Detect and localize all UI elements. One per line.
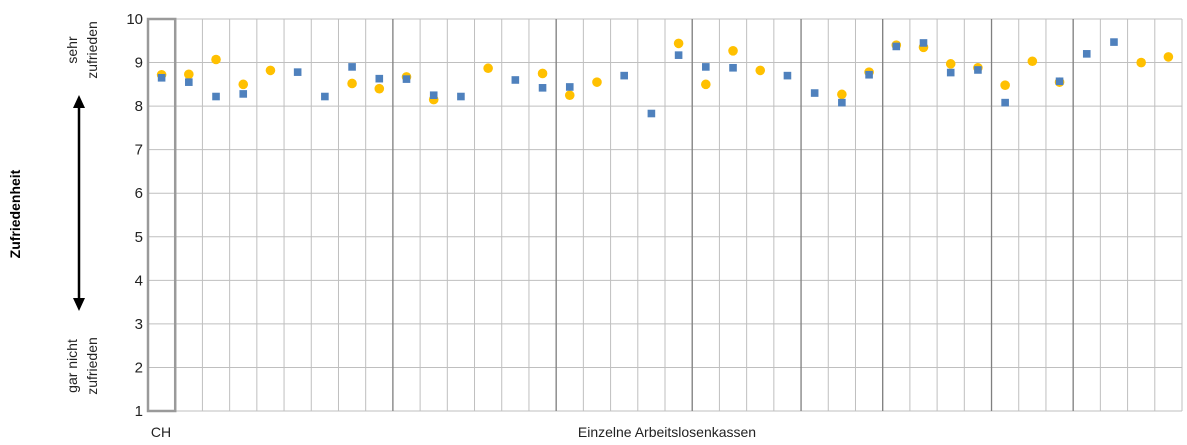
data-point-square bbox=[946, 68, 955, 77]
data-point-circle bbox=[755, 65, 766, 76]
data-point-circle bbox=[537, 68, 548, 79]
data-point-square bbox=[538, 84, 547, 92]
data-point-circle bbox=[483, 63, 493, 74]
y-tick-label: 10 bbox=[126, 11, 143, 28]
y-axis-arrow bbox=[73, 95, 85, 311]
data-point-circle bbox=[347, 78, 357, 89]
data-point-square bbox=[674, 51, 683, 59]
y-top-label-line2: zufrieden bbox=[84, 21, 100, 79]
data-point-square bbox=[293, 68, 302, 76]
data-point-square bbox=[157, 74, 166, 82]
y-top-label-line1: sehr bbox=[64, 36, 80, 64]
y-tick-label: 4 bbox=[135, 272, 143, 289]
data-point-circle bbox=[945, 59, 956, 69]
y-tick-label: 6 bbox=[135, 185, 143, 202]
data-point-square bbox=[321, 92, 329, 101]
data-point-square bbox=[429, 91, 438, 100]
data-point-square bbox=[348, 63, 356, 71]
data-point-square bbox=[620, 71, 628, 80]
data-point-circle bbox=[1163, 52, 1174, 62]
data-point-square bbox=[892, 42, 901, 51]
y-tick-label: 1 bbox=[135, 403, 143, 420]
data-point-circle bbox=[592, 77, 602, 87]
data-point-square bbox=[838, 98, 846, 107]
data-point-square bbox=[565, 83, 574, 91]
y-tick-label: 7 bbox=[135, 142, 143, 159]
grid-lines bbox=[147, 18, 1183, 412]
y-tick-label: 2 bbox=[135, 359, 143, 376]
data-point-square bbox=[919, 39, 928, 47]
y-tick-labels: 1 2 3 4 5 6 7 8 9 10 bbox=[126, 11, 143, 420]
data-point-square bbox=[1082, 50, 1091, 58]
y-tick-label: 8 bbox=[135, 98, 143, 115]
data-point-circle bbox=[265, 65, 276, 76]
y-bottom-label-line1: gar nicht bbox=[64, 339, 80, 393]
data-point-circle bbox=[374, 83, 385, 94]
data-point-circle bbox=[701, 79, 711, 90]
data-point-square bbox=[810, 89, 819, 97]
data-point-circle bbox=[211, 54, 221, 65]
data-point-square bbox=[974, 66, 982, 74]
ch-highlight-box bbox=[146, 17, 177, 413]
data-point-square bbox=[457, 92, 465, 101]
data-point-square bbox=[1110, 38, 1118, 46]
data-points bbox=[156, 38, 1174, 118]
data-point-circle bbox=[1027, 56, 1038, 67]
data-point-circle bbox=[1136, 57, 1146, 68]
data-point-square bbox=[729, 63, 737, 72]
data-point-square bbox=[212, 92, 220, 101]
data-point-square bbox=[702, 63, 710, 71]
data-point-circle bbox=[673, 38, 684, 49]
data-point-square bbox=[1001, 98, 1009, 107]
data-point-square bbox=[402, 75, 411, 83]
data-point-square bbox=[239, 90, 248, 98]
data-point-square bbox=[511, 76, 520, 84]
data-point-square bbox=[865, 70, 873, 79]
y-axis-label: Zufriedenheit bbox=[7, 169, 23, 258]
data-point-circle bbox=[238, 79, 249, 90]
y-tick-label: 3 bbox=[135, 316, 143, 333]
data-point-circle bbox=[728, 45, 738, 56]
data-point-circle bbox=[837, 89, 847, 100]
y-tick-label: 5 bbox=[135, 229, 143, 246]
data-point-square bbox=[185, 78, 193, 86]
data-point-square bbox=[647, 109, 656, 118]
data-point-circle bbox=[564, 90, 575, 101]
data-point-square bbox=[1055, 77, 1064, 86]
data-point-square bbox=[375, 74, 384, 83]
data-point-square bbox=[783, 71, 792, 80]
y-bottom-label-line2: zufrieden bbox=[84, 337, 100, 395]
x-label-ch: CH bbox=[151, 424, 171, 440]
data-point-circle bbox=[184, 69, 194, 80]
x-axis-label: Einzelne Arbeitslosenkassen bbox=[578, 424, 756, 440]
data-point-circle bbox=[1000, 80, 1010, 91]
y-tick-label: 9 bbox=[135, 55, 143, 72]
